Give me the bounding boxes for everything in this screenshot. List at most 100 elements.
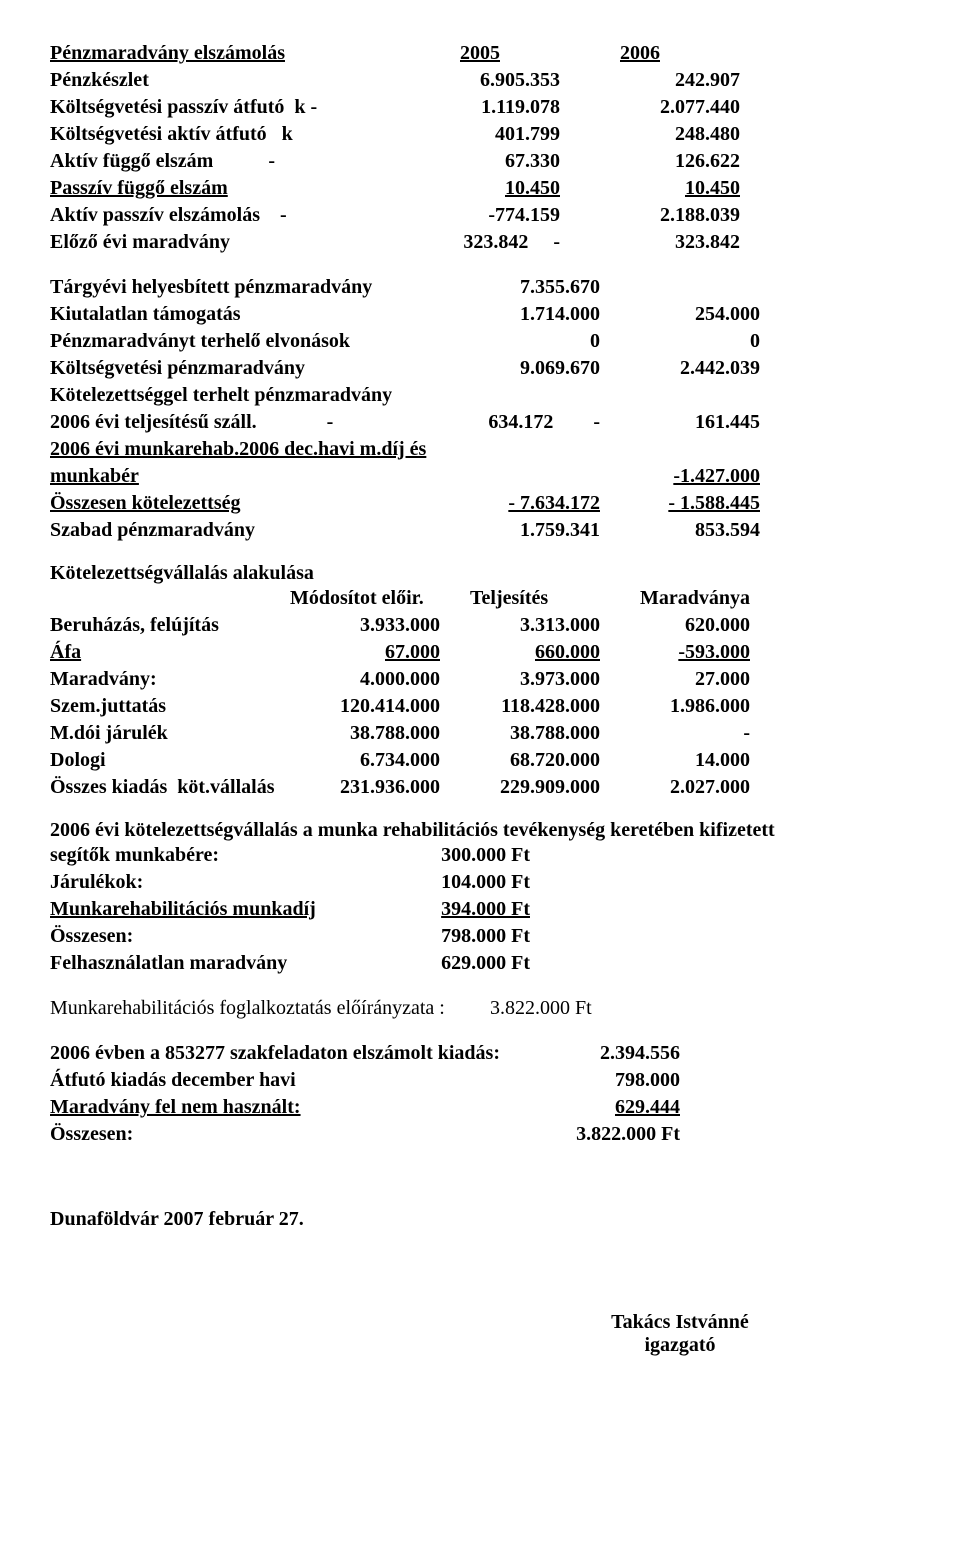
table-row: Pénzkészlet6.905.353242.907 bbox=[50, 67, 910, 94]
row-label: Költségvetési aktív átfutó k bbox=[50, 121, 390, 148]
table-row: Felhasználatlan maradvány629.000 Ft bbox=[50, 950, 910, 977]
row-value: 242.907 bbox=[560, 67, 740, 94]
table-row: Maradvány:4.000.0003.973.00027.000 bbox=[50, 666, 910, 693]
row-value: 120.414.000 bbox=[290, 693, 440, 720]
table-row: M.dói járulék38.788.00038.788.000- bbox=[50, 720, 910, 747]
row-value: 300.000 Ft bbox=[370, 842, 530, 869]
row-label: Áfa bbox=[50, 639, 290, 666]
table-row: Kötelezettséggel terhelt pénzmaradvány bbox=[50, 382, 910, 409]
row-value: 4.000.000 bbox=[290, 666, 440, 693]
row-value: -774.159 bbox=[390, 202, 560, 229]
row-value: 323.842 bbox=[560, 229, 740, 256]
table-penzmaradvany: Pénzkészlet6.905.353242.907Költségvetési… bbox=[50, 67, 910, 256]
row-label: 2006 évi teljesítésű száll. - bbox=[50, 409, 430, 436]
kv-col-modositot: Módosítot előir. bbox=[290, 585, 470, 612]
row-value: - 7.634.172 bbox=[430, 490, 600, 517]
row-value: 248.480 bbox=[560, 121, 740, 148]
header-year1: 2005 bbox=[410, 40, 550, 67]
table-row: segítők munkabére:300.000 Ft bbox=[50, 842, 910, 869]
table-row: Tárgyévi helyesbített pénzmaradvány7.355… bbox=[50, 274, 910, 301]
row-label: Kötelezettséggel terhelt pénzmaradvány bbox=[50, 382, 430, 409]
row-value: 38.788.000 bbox=[290, 720, 440, 747]
row-label: M.dói járulék bbox=[50, 720, 290, 747]
row-value: 254.000 bbox=[600, 301, 760, 328]
row-value: -593.000 bbox=[600, 639, 750, 666]
row-label: 2006 évi munkarehab.2006 dec.havi m.díj … bbox=[50, 436, 430, 463]
row-value: 126.622 bbox=[560, 148, 740, 175]
row-value bbox=[600, 382, 760, 409]
row-value: 2.077.440 bbox=[560, 94, 740, 121]
row-value: 401.799 bbox=[390, 121, 560, 148]
row-value: 104.000 Ft bbox=[370, 869, 530, 896]
table-row: Passzív függő elszám10.45010.450 bbox=[50, 175, 910, 202]
row-value: 231.936.000 bbox=[290, 774, 440, 801]
row-label: munkabér bbox=[50, 463, 430, 490]
row-label: Aktív függő elszám - bbox=[50, 148, 390, 175]
row-label: 2006 évben a 853277 szakfeladaton elszám… bbox=[50, 1040, 520, 1067]
row-value: 1.759.341 bbox=[430, 517, 600, 544]
row-label: Aktív passzív elszámolás - bbox=[50, 202, 390, 229]
row-label: Összesen: bbox=[50, 1121, 520, 1148]
row-value: -1.427.000 bbox=[600, 463, 760, 490]
signature-role: igazgató bbox=[450, 1334, 910, 1357]
table-row: Átfutó kiadás december havi798.000 bbox=[50, 1067, 910, 1094]
row-label: Maradvány fel nem használt: bbox=[50, 1094, 520, 1121]
table-targyevi: Tárgyévi helyesbített pénzmaradvány7.355… bbox=[50, 274, 910, 544]
row-value: 620.000 bbox=[600, 612, 750, 639]
p2-row: Munkarehabilitációs foglalkoztatás előír… bbox=[50, 995, 910, 1022]
header-title: Pénzmaradvány elszámolás bbox=[50, 40, 410, 67]
row-label: Összes kiadás köt.vállalás bbox=[50, 774, 290, 801]
kv-col-maradvanya: Maradványa bbox=[600, 585, 750, 612]
table-row: 2006 évi munkarehab.2006 dec.havi m.díj … bbox=[50, 436, 910, 463]
kv-col-teljesites: Teljesítés bbox=[470, 585, 600, 612]
row-label: Összesen kötelezettség bbox=[50, 490, 430, 517]
row-value: 118.428.000 bbox=[440, 693, 600, 720]
row-value: 6.905.353 bbox=[390, 67, 560, 94]
row-label: segítők munkabére: bbox=[50, 842, 370, 869]
table-row: Szabad pénzmaradvány1.759.341853.594 bbox=[50, 517, 910, 544]
row-value bbox=[430, 436, 600, 463]
row-value: - bbox=[600, 720, 750, 747]
row-label: Munkarehabilitációs munkadíj bbox=[50, 896, 370, 923]
row-value: 323.842 - bbox=[390, 229, 560, 256]
row-label: Beruházás, felújítás bbox=[50, 612, 290, 639]
row-label: Pénzmaradványt terhelő elvonások bbox=[50, 328, 430, 355]
row-label: Tárgyévi helyesbített pénzmaradvány bbox=[50, 274, 430, 301]
p2-label: Munkarehabilitációs foglalkoztatás előír… bbox=[50, 995, 490, 1022]
row-label: Költségvetési pénzmaradvány bbox=[50, 355, 430, 382]
row-value: 6.734.000 bbox=[290, 747, 440, 774]
row-value bbox=[600, 274, 760, 301]
p1-rows: segítők munkabére:300.000 FtJárulékok:10… bbox=[50, 842, 910, 977]
row-value: 10.450 bbox=[390, 175, 560, 202]
table-row: Kiutalatlan támogatás1.714.000254.000 bbox=[50, 301, 910, 328]
row-value: 853.594 bbox=[600, 517, 760, 544]
header-row: Pénzmaradvány elszámolás 2005 2006 bbox=[50, 40, 910, 67]
table-row: Beruházás, felújítás3.933.0003.313.00062… bbox=[50, 612, 910, 639]
row-value bbox=[430, 382, 600, 409]
table-row: munkabér -1.427.000 bbox=[50, 463, 910, 490]
signature-name: Takács Istvánné bbox=[450, 1311, 910, 1334]
table-row: Aktív függő elszám -67.330126.622 bbox=[50, 148, 910, 175]
row-value: 14.000 bbox=[600, 747, 750, 774]
row-value: 798.000 bbox=[520, 1067, 680, 1094]
row-value: 0 bbox=[430, 328, 600, 355]
row-value: 7.355.670 bbox=[430, 274, 600, 301]
row-value bbox=[600, 436, 760, 463]
table-row: 2006 évben a 853277 szakfeladaton elszám… bbox=[50, 1040, 910, 1067]
row-value: 660.000 bbox=[440, 639, 600, 666]
table-row: Összesen kötelezettség- 7.634.172- 1.588… bbox=[50, 490, 910, 517]
row-value: 394.000 Ft bbox=[370, 896, 530, 923]
row-label: Dologi bbox=[50, 747, 290, 774]
row-value: 3.313.000 bbox=[440, 612, 600, 639]
table-row: Dologi6.734.00068.720.00014.000 bbox=[50, 747, 910, 774]
row-label: Előző évi maradvány bbox=[50, 229, 390, 256]
row-value: 2.442.039 bbox=[600, 355, 760, 382]
row-value: 3.822.000 Ft bbox=[520, 1121, 680, 1148]
table-row: Költségvetési passzív átfutó k -1.119.07… bbox=[50, 94, 910, 121]
row-label: Kiutalatlan támogatás bbox=[50, 301, 430, 328]
row-label: Szem.juttatás bbox=[50, 693, 290, 720]
row-value: 2.188.039 bbox=[560, 202, 740, 229]
header-year2: 2006 bbox=[550, 40, 730, 67]
table-row: Pénzmaradványt terhelő elvonások00 bbox=[50, 328, 910, 355]
table-row: Összesen:3.822.000 Ft bbox=[50, 1121, 910, 1148]
